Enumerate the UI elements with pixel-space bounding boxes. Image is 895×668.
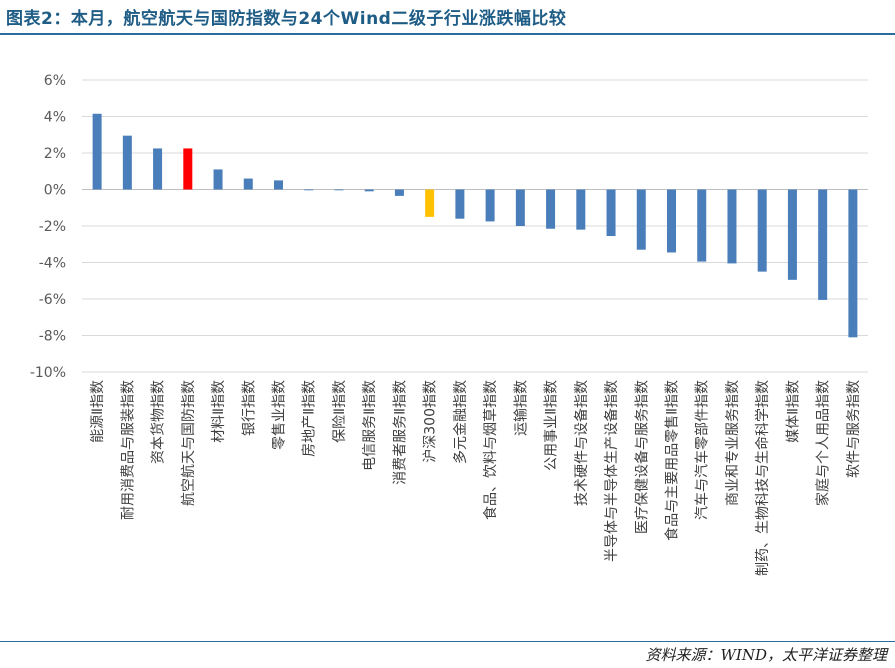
- bar: [485, 189, 495, 222]
- x-category-label: 零售业指数: [272, 380, 288, 450]
- x-category-label: 航空航天与国防指数: [181, 380, 197, 506]
- bar: [546, 189, 556, 229]
- bar: [274, 180, 283, 190]
- x-category-label: 食品与主要用品零售Ⅱ指数: [664, 380, 681, 541]
- bar: [606, 189, 616, 237]
- x-category-label: 媒体Ⅱ指数: [785, 380, 801, 443]
- title-divider: [0, 33, 895, 35]
- x-category-label: 公用事业Ⅱ指数: [544, 380, 560, 471]
- y-tick-label: -10%: [30, 365, 66, 381]
- bar: [92, 113, 102, 190]
- bar: [334, 189, 344, 191]
- bar: [153, 148, 163, 190]
- bar: [515, 189, 525, 226]
- x-category-label: 房地产Ⅱ指数: [302, 380, 318, 457]
- x-category-label: 商业和专业服务指数: [725, 380, 741, 506]
- bar: [183, 148, 193, 190]
- y-tick-label: -6%: [39, 292, 66, 308]
- x-category-label: 医疗保健设备与服务指数: [633, 380, 650, 534]
- bar: [213, 169, 223, 190]
- bar-chart: 6% 4% 2% 0% -2% -4% -6% -8% -10% 能源Ⅱ指数 耐用消费品与服装指数资…: [30, 73, 868, 576]
- x-category-label: 材料Ⅱ指数: [211, 380, 227, 443]
- x-category-label: 汽车与汽车零部件指数: [694, 380, 711, 520]
- bar: [818, 189, 828, 300]
- bar: [455, 189, 465, 219]
- y-tick-label: 2%: [44, 146, 66, 162]
- bar: [636, 189, 646, 250]
- x-category-label: 技术硬件与设备指数: [573, 380, 590, 506]
- x-category-label: 软件与服务指数: [846, 380, 862, 478]
- x-category-label: 家庭与个人用品指数: [815, 380, 832, 506]
- bar: [576, 189, 586, 230]
- y-tick-label: 4%: [44, 110, 66, 126]
- bar: [848, 189, 858, 338]
- x-category-label: 半导体与半导体生产设备指数: [603, 380, 620, 562]
- x-category-label: 电信服务Ⅱ指数: [362, 380, 378, 471]
- bar: [697, 189, 707, 262]
- bar: [394, 189, 404, 196]
- y-tick-label: -4%: [39, 256, 66, 272]
- x-category-label: 食品、饮料与烟草指数: [482, 380, 499, 520]
- x-category-label: 消费者服务Ⅱ指数: [392, 380, 408, 485]
- y-tick-label: -8%: [39, 329, 66, 345]
- bar: [304, 189, 314, 191]
- bar: [757, 189, 767, 272]
- bar: [243, 178, 253, 190]
- source-note: 资料来源：WIND，太平洋证券整理: [645, 646, 888, 664]
- x-category-label: 银行指数: [241, 380, 257, 436]
- y-tick-label: -2%: [39, 219, 66, 235]
- x-category-label: 沪深300指数: [423, 380, 439, 463]
- x-category-label: 耐用消费品与服装指数: [120, 380, 136, 520]
- x-category-label: 资本货物指数: [150, 380, 167, 464]
- x-category-label: 多元金融指数: [452, 380, 469, 464]
- bar: [364, 189, 374, 192]
- x-category-label: 保险Ⅱ指数: [332, 380, 348, 443]
- bar: [425, 189, 435, 217]
- bar: [667, 189, 676, 253]
- x-category-label: 制药、生物科技与生命科学指数: [754, 380, 771, 576]
- footer-divider: [0, 641, 895, 642]
- y-tick-label: 6%: [44, 73, 66, 89]
- bar: [727, 189, 737, 264]
- x-category-label: 运输指数: [513, 380, 529, 436]
- bar: [122, 135, 132, 190]
- bar: [787, 189, 797, 280]
- y-tick-label: 0%: [44, 183, 66, 199]
- x-category-label: 能源Ⅱ指数: [90, 380, 106, 443]
- chart-title: 图表2：本月，航空航天与国防指数与24个Wind二级子行业涨跌幅比较: [6, 9, 567, 29]
